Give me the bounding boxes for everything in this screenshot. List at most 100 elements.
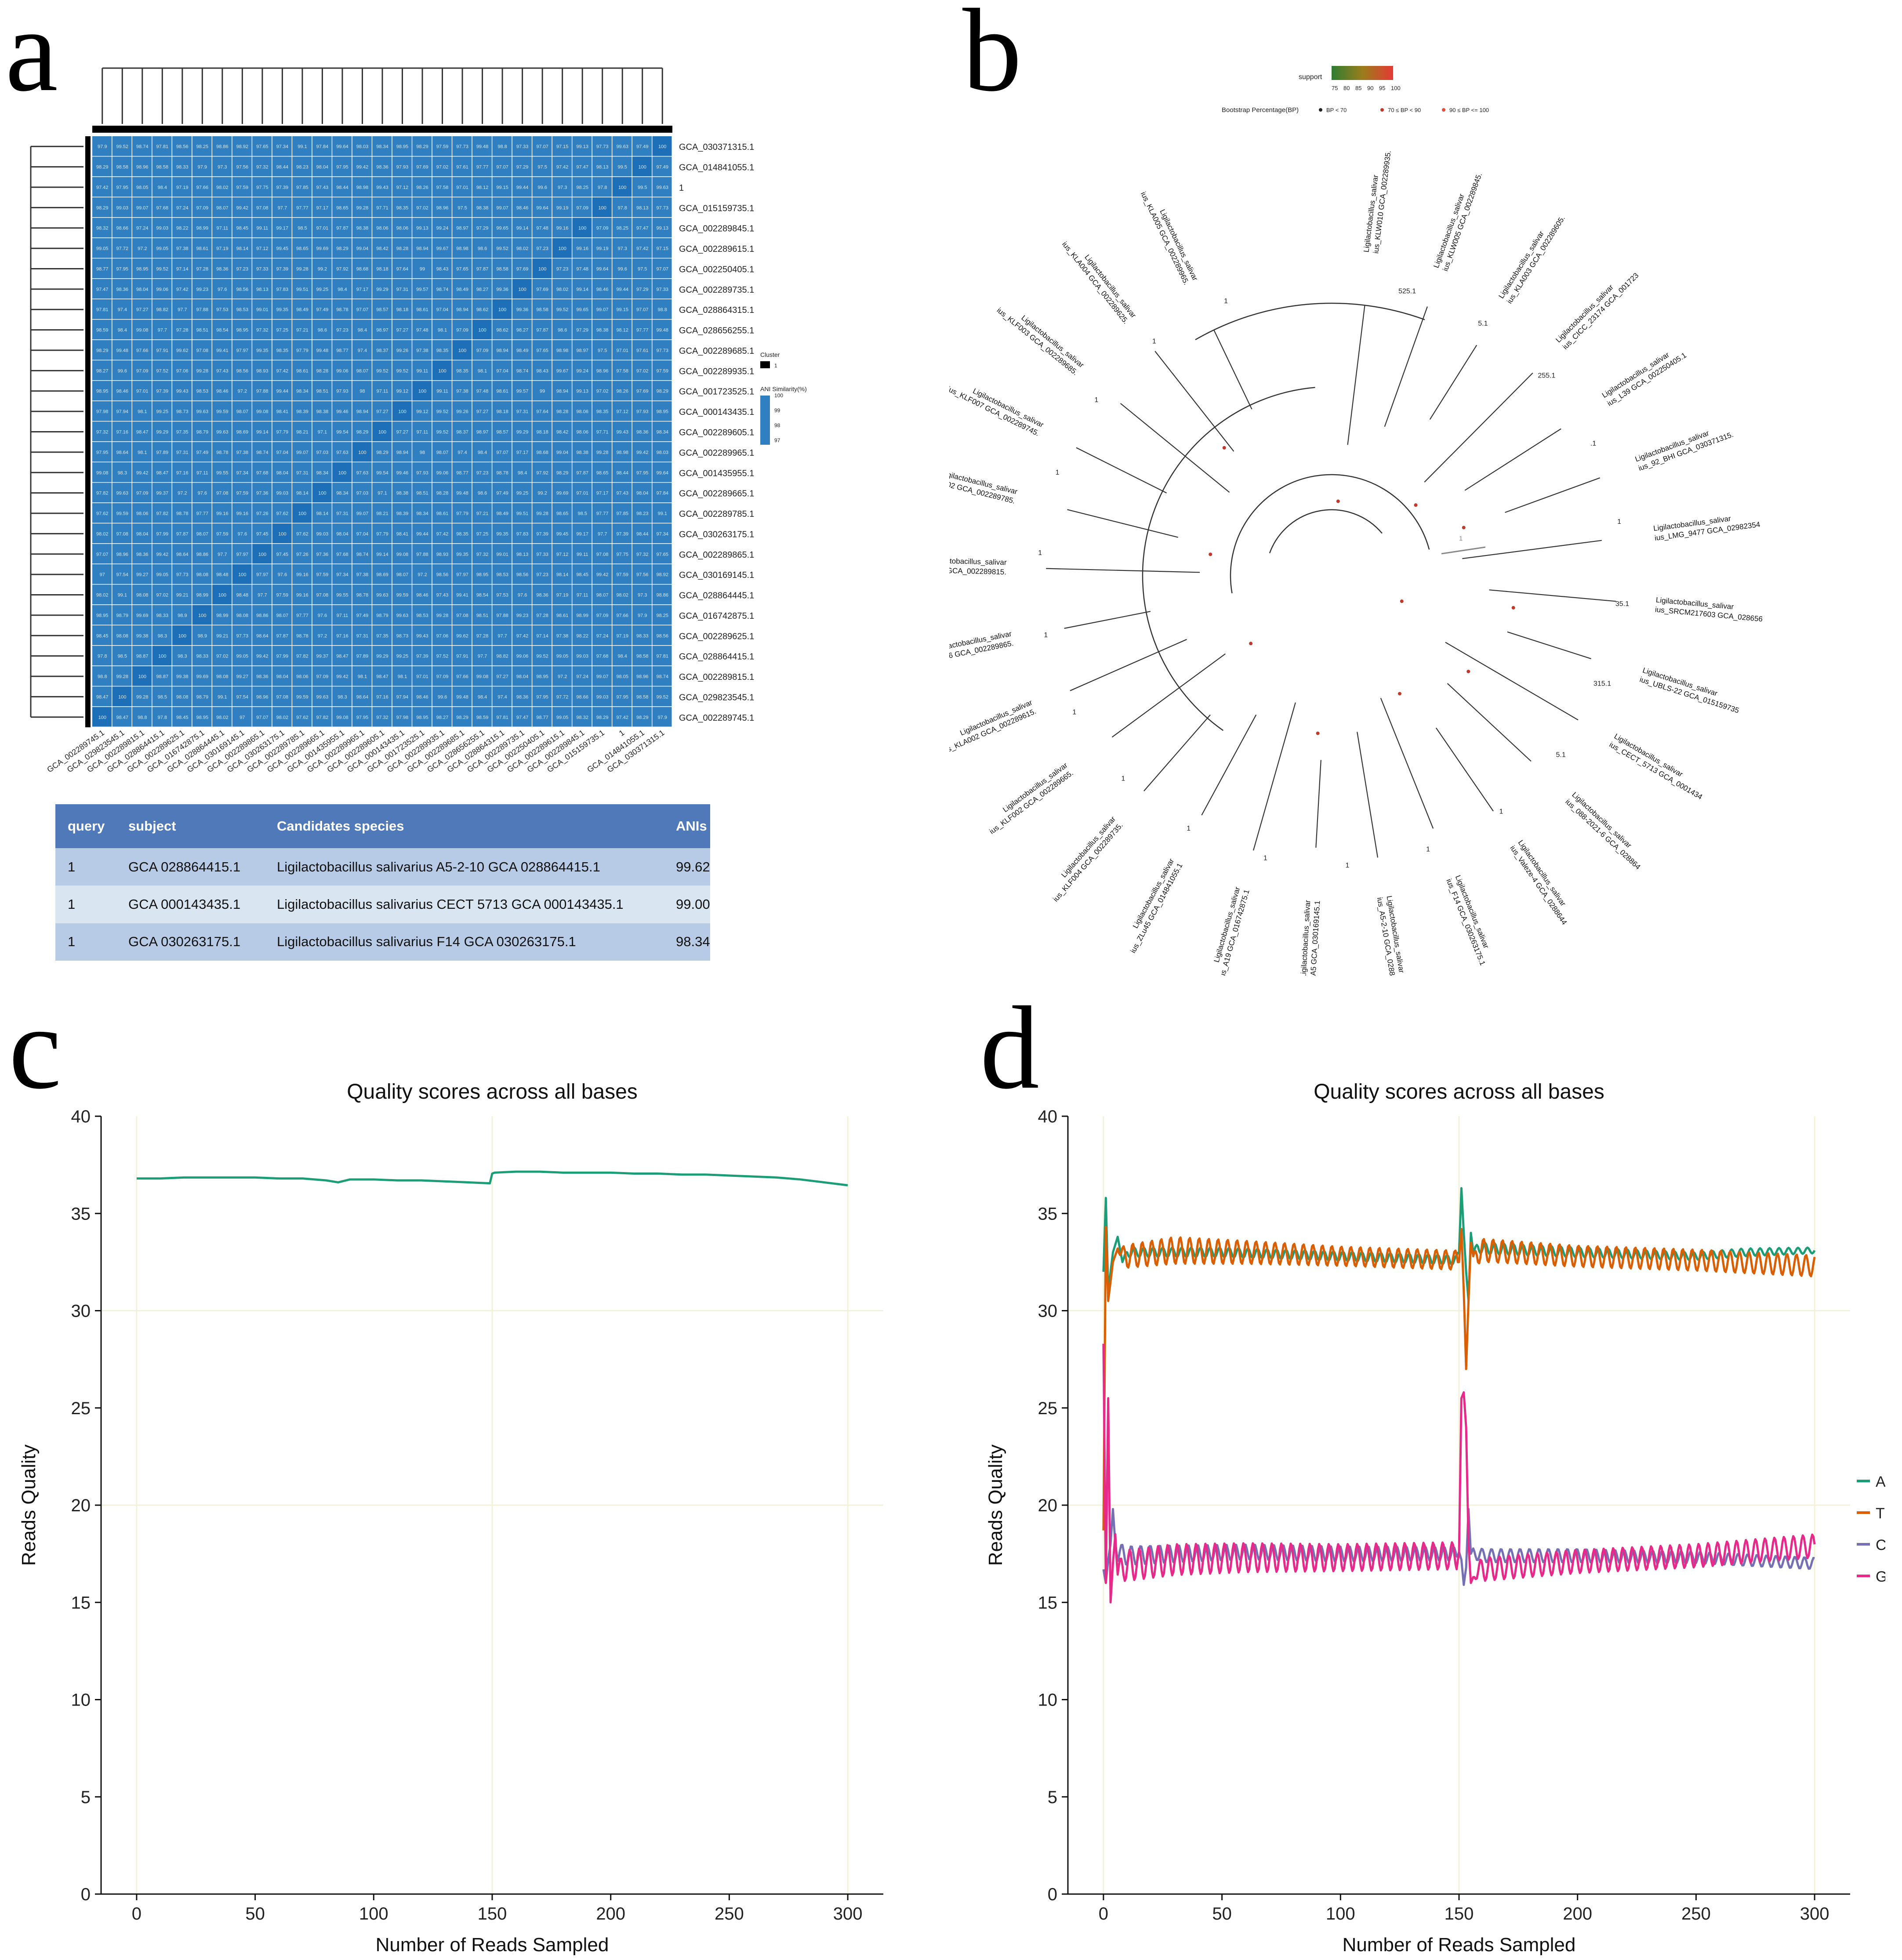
heatmap-cell-label: 100	[358, 450, 366, 455]
heatmap-cell-label: 99.08	[96, 470, 109, 475]
heatmap-cell-label: 97.38	[356, 572, 369, 577]
row-label: GCA_016742875.1	[679, 611, 754, 621]
heatmap-cell	[152, 258, 172, 279]
heatmap-cell	[452, 136, 472, 156]
heatmap-cell	[472, 584, 492, 605]
heatmap-cell	[552, 381, 572, 401]
heatmap-cell	[252, 503, 272, 523]
heatmap-cell	[512, 197, 532, 218]
heatmap-cell	[472, 381, 492, 401]
heatmap-cell	[232, 686, 252, 707]
heatmap-cell-label: 97.27	[376, 409, 388, 414]
heatmap-cell-label: 97.68	[336, 552, 348, 557]
heatmap-cell-label: 99.25	[396, 654, 409, 659]
heatmap-cell	[612, 442, 632, 462]
heatmap-cell-label: 98.86	[256, 613, 269, 618]
heatmap-cell	[232, 218, 252, 238]
heatmap-cell-label: 97.31	[296, 470, 309, 475]
y-tick-label: 5	[1048, 1788, 1057, 1807]
heatmap-cell-label: 99.15	[616, 307, 628, 312]
cluster-legend-title: Cluster	[760, 351, 780, 358]
heatmap-cell-label: 99.13	[656, 226, 668, 231]
heatmap-cell-label: 97.09	[596, 226, 609, 231]
heatmap-cell	[612, 319, 632, 340]
heatmap-cell	[372, 421, 392, 442]
heatmap-cell-label: 99.06	[156, 287, 169, 292]
tip-label-line2: ius_KLW003 GCA_002289815.	[949, 565, 1006, 576]
tree-branch	[1111, 653, 1226, 738]
heatmap-cell	[612, 177, 632, 197]
heatmap-cell-label: 97.08	[456, 613, 468, 618]
heatmap-cell	[512, 523, 532, 544]
heatmap-cell	[352, 483, 372, 503]
heatmap-cell	[652, 483, 672, 503]
heatmap-cell-label: 97.98	[96, 409, 109, 414]
heatmap-cell-label: 100	[318, 491, 326, 496]
heatmap-cell-label: 97.79	[296, 348, 309, 353]
table-row: 1 GCA 028864415.1 Ligilactobacillus sali…	[55, 848, 710, 886]
heatmap-cell-label: 99.63	[396, 613, 409, 618]
heatmap-cell-label: 97.09	[576, 205, 588, 211]
heatmap-cell-label: 98.82	[496, 654, 508, 659]
heatmap-cell	[472, 646, 492, 666]
heatmap-cell-label: 98.22	[176, 226, 189, 231]
heatmap-cell	[252, 686, 272, 707]
heatmap-cell-label: 98.34	[336, 491, 348, 496]
heatmap-cell	[212, 299, 232, 319]
branch-fragment: 1	[1426, 846, 1430, 853]
heatmap-cell	[252, 381, 272, 401]
heatmap-cell-label: 99.11	[577, 552, 588, 557]
heatmap-cell-label: 97.45	[256, 531, 269, 537]
heatmap-cell	[92, 462, 112, 482]
heatmap-cell-label: 97.58	[436, 185, 449, 190]
tip-label: Ligilactobacillus_salivarius_KLA005 GCA_…	[1139, 190, 1200, 286]
heatmap-cell-label: 99.28	[136, 694, 149, 700]
heatmap-cell	[292, 136, 312, 156]
heatmap-cell	[172, 646, 192, 666]
heatmap-cell-label: 98.78	[216, 450, 229, 455]
tip-label-line2: ius_ZLu45 GCA_014841055.1	[1129, 862, 1184, 955]
heatmap-cell-label: 98.61	[556, 613, 569, 618]
heatmap-cell	[432, 462, 452, 482]
heatmap-cell	[612, 605, 632, 625]
x-tick-label: 300	[1800, 1904, 1829, 1924]
heatmap-cell	[392, 319, 412, 340]
row-label: GCA_001723525.1	[679, 387, 754, 397]
heatmap-cell-label: 99.14	[516, 226, 529, 231]
support-marker	[1400, 599, 1404, 603]
heatmap-cell-label: 97.34	[236, 470, 249, 475]
heatmap-cell-label: 99.14	[376, 552, 388, 557]
heatmap-cell-label: 97.95	[96, 450, 109, 455]
heatmap-cell	[652, 279, 672, 299]
heatmap-cell	[312, 136, 332, 156]
heatmap-cell	[312, 319, 332, 340]
heatmap-cell-label: 98.98	[356, 185, 369, 190]
heatmap-cell-label: 97.42	[556, 165, 569, 170]
heatmap-cell-label: 98.1	[138, 450, 147, 455]
heatmap-cell	[612, 462, 632, 482]
heatmap-cell	[452, 360, 472, 381]
heatmap-cell	[552, 360, 572, 381]
heatmap-cell	[192, 381, 212, 401]
heatmap-cell	[432, 319, 452, 340]
heatmap-cell-label: 99.28	[356, 205, 369, 211]
heatmap-cell	[612, 340, 632, 360]
heatmap-cell	[192, 197, 212, 218]
heatmap-cell-label: 97.42	[176, 287, 189, 292]
heatmap-cell	[512, 136, 532, 156]
heatmap-cell-label: 99.64	[536, 205, 548, 211]
heatmap-cell	[232, 584, 252, 605]
heatmap-cell-label: 97.07	[496, 450, 508, 455]
legend-label-g: G	[1876, 1568, 1885, 1585]
heatmap-cell	[212, 483, 232, 503]
heatmap-cell	[132, 686, 152, 707]
heatmap-cell	[92, 401, 112, 421]
heatmap-cell	[172, 360, 192, 381]
heatmap-cell-label: 97.62	[296, 715, 309, 720]
heatmap-cell	[512, 319, 532, 340]
bootstrap-legend-item: BP < 70	[1326, 107, 1347, 113]
tree-arc	[1142, 387, 1315, 731]
row-label: GCA_002289865.1	[679, 550, 754, 560]
heatmap-cell	[352, 340, 372, 360]
